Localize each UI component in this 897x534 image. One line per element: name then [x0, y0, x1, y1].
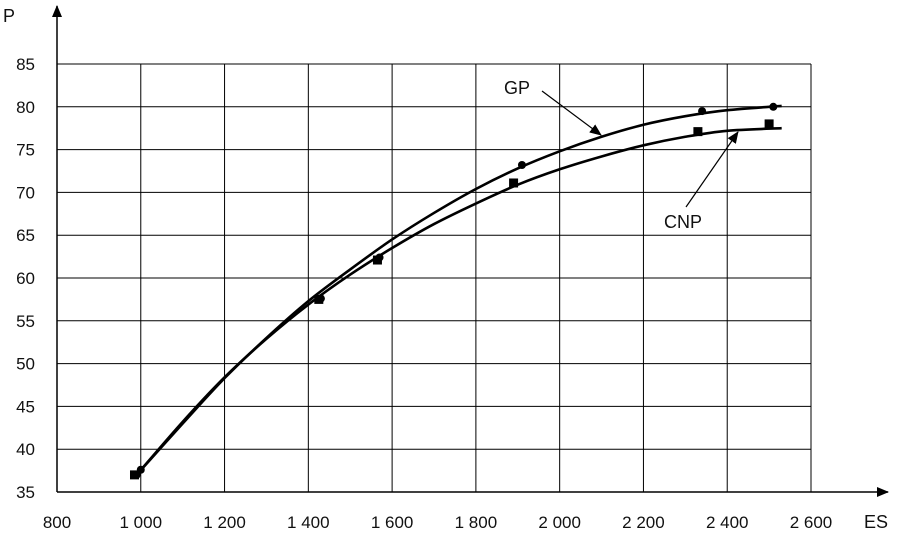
- cnp-label-arrow: [685, 131, 739, 208]
- x-tick-label: 2 400: [706, 513, 749, 532]
- y-tick-label: 80: [16, 98, 35, 117]
- x-tick-label: 1 000: [120, 513, 163, 532]
- series-labels: GP CNP: [504, 78, 739, 232]
- x-tick-label: 2 000: [538, 513, 581, 532]
- series-layer: [129, 102, 782, 480]
- y-tick-label: 50: [16, 355, 35, 374]
- x-tick-label: 800: [43, 513, 71, 532]
- cnp-point: [129, 470, 139, 480]
- cnp-point: [764, 119, 774, 129]
- x-tick-label: 1 600: [371, 513, 414, 532]
- tick-labels: 800 1 000 1 200 1 400 1 600 1 800 2 000 2 200 2 …: [3, 6, 888, 532]
- gp-label-arrow: [541, 90, 602, 136]
- x-tick-label: 2 200: [622, 513, 665, 532]
- y-axis-title: P: [3, 6, 15, 26]
- gp-label: GP: [504, 78, 530, 98]
- axes: [52, 5, 889, 497]
- gp-line: [135, 104, 782, 476]
- y-tick-label: 65: [16, 226, 35, 245]
- gp-point: [769, 102, 778, 111]
- y-tick-label: 75: [16, 141, 35, 160]
- x-tick-label: 1 400: [287, 513, 330, 532]
- x-tick-label: 1 200: [203, 513, 246, 532]
- cnp-point: [372, 255, 382, 265]
- cnp-point: [314, 294, 324, 304]
- cnp-label: CNP: [664, 212, 702, 232]
- x-tick-label: 1 800: [455, 513, 498, 532]
- y-tick-label: 45: [16, 397, 35, 416]
- cnp-point: [509, 178, 519, 188]
- y-tick-label: 85: [16, 55, 35, 74]
- y-tick-label: 35: [16, 483, 35, 502]
- gp-point: [698, 107, 707, 116]
- cnp-line: [135, 126, 782, 476]
- x-axis-title: ES: [864, 512, 888, 532]
- y-tick-label: 55: [16, 312, 35, 331]
- x-tick-label: 2 600: [790, 513, 833, 532]
- grid-lines: [57, 63, 812, 492]
- cnp-point: [693, 127, 703, 137]
- y-tick-label: 40: [16, 440, 35, 459]
- y-tick-label: 60: [16, 269, 35, 288]
- y-tick-label: 70: [16, 183, 35, 202]
- gp-point: [517, 161, 526, 170]
